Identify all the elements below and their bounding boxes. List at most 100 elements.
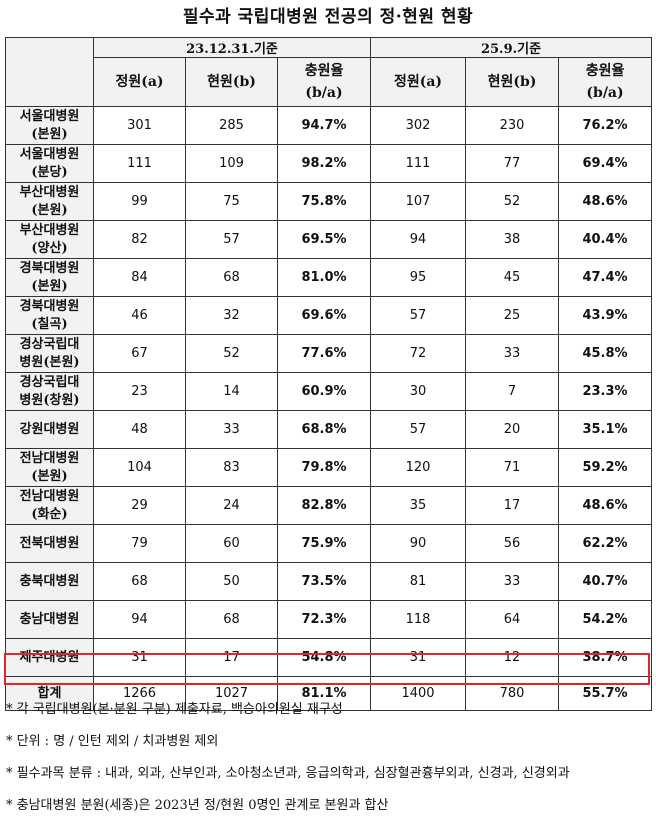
header-capacity: 정원(a) (93, 57, 186, 107)
capacity-cell: 111 (93, 144, 186, 183)
header-capacity: 정원(a) (370, 57, 467, 107)
footnote: * 각 국립대병원(본·분원 구분) 제출자료, 백승아의원실 재구성 (6, 702, 343, 717)
hospital-name-cell: 전남대병원 (본원) (5, 448, 94, 487)
capacity-cell: 94 (93, 600, 186, 639)
capacity-cell: 84 (93, 258, 186, 297)
current-cell: 77 (465, 144, 560, 183)
fill-rate-cell: 68.8% (276, 410, 372, 449)
capacity-cell: 31 (370, 638, 467, 677)
hospital-branch: (분당) (31, 164, 68, 180)
capacity-cell: 23 (93, 372, 186, 411)
header-fill-rate: 충원율 (b/a) (558, 57, 653, 107)
capacity-cell: 72 (370, 334, 467, 373)
current-cell: 56 (465, 524, 560, 563)
capacity-cell: 57 (370, 296, 467, 335)
current-cell: 24 (185, 486, 278, 525)
fill-rate-cell: 69.5% (276, 220, 372, 259)
page-title: 필수과 국립대병원 전공의 정·현원 현황 (182, 7, 474, 27)
capacity-cell: 57 (370, 410, 467, 449)
current-cell: 38 (465, 220, 560, 259)
hospital-name: 충북대병원 (19, 573, 80, 589)
fill-rate-cell: 48.6% (558, 182, 653, 221)
hospital-name: 충남대병원 (19, 611, 80, 627)
table-row: 전북대병원 79 60 75.9% 90 56 62.2% (5, 524, 653, 563)
header-current: 현원(b) (185, 57, 278, 107)
hospital-name-cell: 충북대병원 (5, 562, 94, 601)
table-row: 전남대병원 (화순) 29 24 82.8% 35 17 48.6% (5, 486, 653, 525)
hospital-name-cell: 경북대병원 (본원) (5, 258, 94, 297)
fill-rate-cell: 40.4% (558, 220, 653, 259)
total-row: 합계 1266 1027 81.1% 1400 780 55.7% (5, 676, 653, 711)
table-row: 경상국립대 병원(창원) 23 14 60.9% 30 7 23.3% (5, 372, 653, 411)
hospital-branch: (칠곡) (31, 316, 68, 332)
table-row: 부산대병원 (양산) 82 57 69.5% 94 38 40.4% (5, 220, 653, 259)
capacity-cell: 302 (370, 106, 467, 145)
period-header-2025: 25.9.기준 (370, 37, 653, 58)
hospital-branch: (양산) (31, 240, 68, 256)
capacity-cell: 35 (370, 486, 467, 525)
table-row: 전남대병원 (본원) 104 83 79.8% 120 71 59.2% (5, 448, 653, 487)
table-row: 경북대병원 (칠곡) 46 32 69.6% 57 25 43.9% (5, 296, 653, 335)
hospital-name: 경상국립대 (19, 336, 80, 352)
fill-rate-cell: 81.0% (276, 258, 372, 297)
hospital-name: 경상국립대 (19, 374, 80, 390)
capacity-cell: 95 (370, 258, 467, 297)
footnote: * 단위 : 명 / 인턴 제외 / 치과병원 제외 (6, 734, 219, 749)
fill-rate-cell: 73.5% (276, 562, 372, 601)
hospital-name-cell: 강원대병원 (5, 410, 94, 449)
hospital-name: 서울대병원 (19, 108, 80, 124)
current-cell: 60 (185, 524, 278, 563)
current-cell: 45 (465, 258, 560, 297)
fill-rate-cell: 82.8% (276, 486, 372, 525)
current-cell: 12 (465, 638, 560, 677)
current-cell: 71 (465, 448, 560, 487)
hospital-branch: (본원) (31, 278, 68, 294)
hospital-name-cell: 서울대병원 (본원) (5, 106, 94, 145)
hospital-branch: 병원(본원) (19, 354, 80, 370)
hospital-name: 서울대병원 (19, 146, 80, 162)
table-row: 서울대병원 (분당) 111 109 98.2% 111 77 69.4% (5, 144, 653, 183)
fill-rate-cell: 45.8% (558, 334, 653, 373)
current-cell: 52 (185, 334, 278, 373)
current-cell: 32 (185, 296, 278, 335)
header-fill-rate: 충원율 (b/a) (276, 57, 372, 107)
fill-rate-cell: 98.2% (276, 144, 372, 183)
fill-rate-cell: 54.8% (276, 638, 372, 677)
header-current: 현원(b) (465, 57, 560, 107)
fill-rate-cell: 69.6% (276, 296, 372, 335)
fill-rate-cell: 72.3% (276, 600, 372, 639)
hospital-branch: 병원(창원) (19, 392, 80, 408)
hospital-branch: (화순) (31, 506, 68, 522)
capacity-cell: 82 (93, 220, 186, 259)
footnotes: * 각 국립대병원(본·분원 구분) 제출자료, 백승아의원실 재구성 * 단위… (6, 700, 654, 828)
capacity-cell: 301 (93, 106, 186, 145)
table-row: 충남대병원 94 68 72.3% 118 64 54.2% (5, 600, 653, 639)
current-cell: 83 (185, 448, 278, 487)
current-cell: 33 (465, 334, 560, 373)
fill-rate-cell: 38.7% (558, 638, 653, 677)
fill-rate-cell: 76.2% (558, 106, 653, 145)
capacity-cell: 104 (93, 448, 186, 487)
capacity-cell: 120 (370, 448, 467, 487)
hospital-name-cell: 부산대병원 (양산) (5, 220, 94, 259)
hospital-name: 경북대병원 (19, 298, 80, 314)
current-cell: 68 (185, 258, 278, 297)
hospital-name: 강원대병원 (19, 421, 80, 437)
hospital-name: 전남대병원 (19, 488, 80, 504)
fill-rate-cell: 75.9% (276, 524, 372, 563)
hospital-name: 전북대병원 (19, 535, 80, 551)
current-cell: 14 (185, 372, 278, 411)
hospital-name-cell: 제주대병원 (5, 638, 94, 677)
capacity-cell: 90 (370, 524, 467, 563)
fill-rate-cell: 35.1% (558, 410, 653, 449)
hospital-name: 제주대병원 (19, 649, 80, 665)
capacity-cell: 68 (93, 562, 186, 601)
footnote: * 필수과목 분류 : 내과, 외과, 산부인과, 소아청소년과, 응급의학과,… (6, 766, 570, 781)
capacity-cell: 48 (93, 410, 186, 449)
capacity-cell: 46 (93, 296, 186, 335)
hospital-name-cell: 충남대병원 (5, 600, 94, 639)
current-cell: 75 (185, 182, 278, 221)
residents-table: 23.12.31.기준 25.9.기준 정원(a) 현원(b) 충원율 (b/a)… (5, 37, 653, 711)
hospital-name-cell: 전북대병원 (5, 524, 94, 563)
